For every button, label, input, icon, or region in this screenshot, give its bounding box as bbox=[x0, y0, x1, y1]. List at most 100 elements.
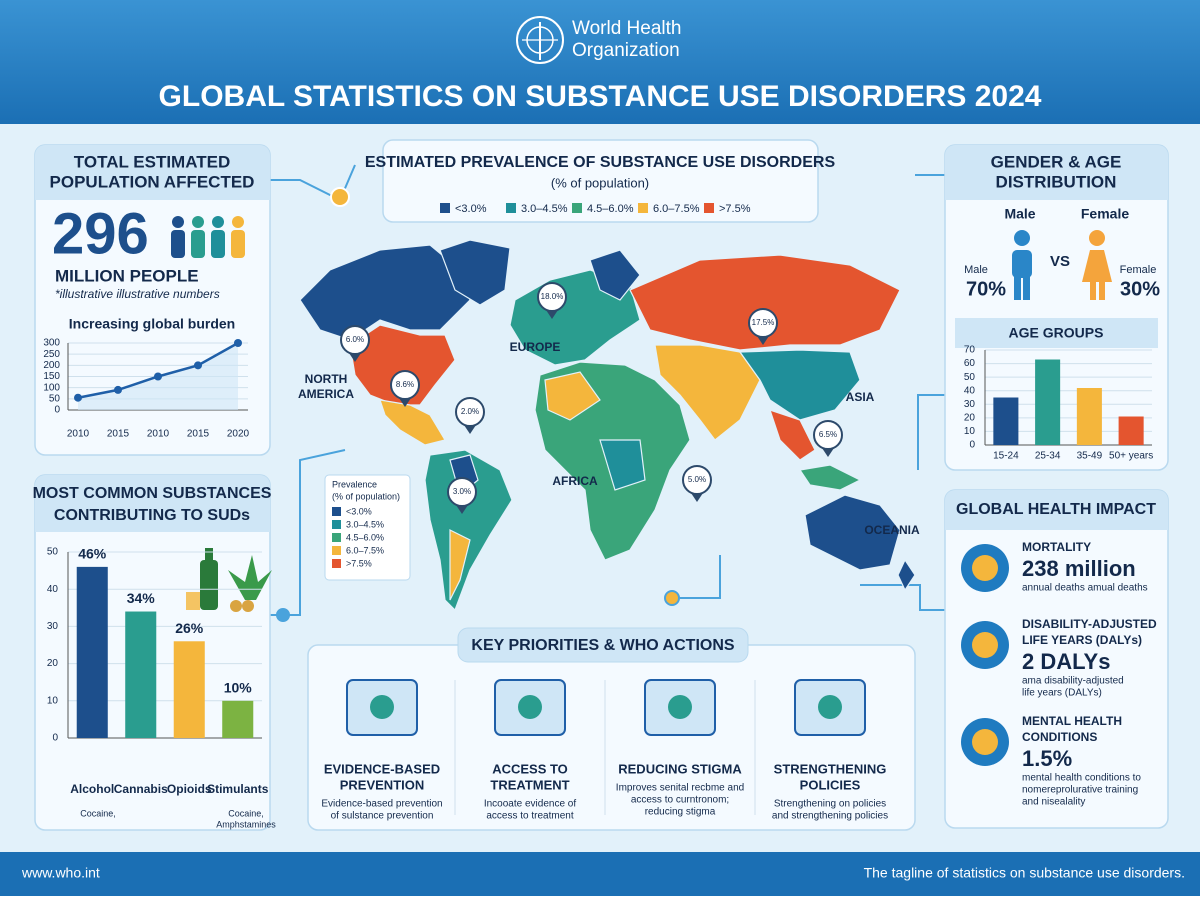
impact-title: MORTALITY bbox=[1022, 540, 1091, 554]
impact-title: DISABILITY-ADJUSTED bbox=[1022, 617, 1157, 631]
note: *illustrative illustrative numbers bbox=[55, 287, 220, 301]
legend-swatch bbox=[332, 546, 341, 555]
map-subtitle: (% of population) bbox=[551, 175, 649, 190]
legend-swatch bbox=[638, 203, 648, 213]
gender-share: 30% bbox=[1120, 278, 1160, 300]
impact-icon-inner bbox=[972, 555, 998, 581]
priority-icon-detail bbox=[370, 695, 394, 719]
legend-swatch bbox=[332, 520, 341, 529]
priority-desc: Strengthening on policies bbox=[774, 799, 886, 810]
connectors bbox=[270, 164, 945, 622]
panel-title: POPULATION AFFECTED bbox=[50, 172, 255, 191]
legend-swatch bbox=[440, 203, 450, 213]
panel-title: DISTRIBUTION bbox=[996, 172, 1117, 191]
impact-value: 1.5% bbox=[1022, 746, 1072, 771]
map-legend-box bbox=[324, 474, 411, 581]
panel-header bbox=[945, 490, 1168, 530]
bar bbox=[173, 641, 205, 738]
priority-title: POLICIES bbox=[800, 777, 861, 792]
region-label: AMERICA bbox=[298, 387, 354, 401]
priority-desc: access to treatment bbox=[486, 811, 573, 822]
legend-label: 6.0–7.5% bbox=[346, 545, 384, 555]
map-title: ESTIMATED PREVALENCE OF SUBSTANCE USE DI… bbox=[365, 154, 836, 171]
y-tick-label: 0 bbox=[52, 733, 58, 744]
panel-header bbox=[35, 145, 270, 200]
priority-desc: Incooate evidence of bbox=[484, 799, 577, 810]
impact-desc: ama disability-adjusted bbox=[1022, 676, 1124, 687]
impact-value: 2 DALYs bbox=[1022, 649, 1110, 674]
legend-swatch bbox=[506, 203, 516, 213]
pin-label: 8.6% bbox=[396, 380, 414, 389]
point bbox=[234, 339, 242, 347]
priority-title: REDUCING STIGMA bbox=[618, 761, 742, 776]
legend-swatch bbox=[332, 533, 341, 542]
impact-desc: mental health conditions to bbox=[1022, 773, 1141, 784]
x-tick-label: 2015 bbox=[187, 429, 210, 440]
bar bbox=[222, 700, 254, 738]
panel-header bbox=[945, 145, 1168, 200]
region-label: OCEANIA bbox=[864, 523, 920, 537]
bar bbox=[1076, 388, 1102, 445]
pin-label: 2.0% bbox=[461, 407, 479, 416]
pin-label: 5.0% bbox=[688, 475, 706, 484]
x-tick-label: 35-49 bbox=[1077, 451, 1103, 462]
x-tick-label: Opioids bbox=[167, 782, 212, 796]
x-tick-label: Alcohol bbox=[70, 782, 114, 796]
legend: <3.0% 3.0–4.5% 4.5–6.0% 6.0–7.5% >7.5% bbox=[440, 203, 751, 215]
priority-desc: Evidence-based prevention bbox=[321, 799, 442, 810]
x-tick-label: 2015 bbox=[107, 429, 130, 440]
bar bbox=[125, 611, 157, 738]
chart-title: Increasing global burden bbox=[69, 316, 235, 332]
legend-swatch bbox=[572, 203, 582, 213]
legend-swatch bbox=[332, 559, 341, 568]
region-label: AFRICA bbox=[552, 474, 598, 488]
legend-label: 3.0–4.5% bbox=[521, 203, 568, 215]
legend-label: <3.0% bbox=[455, 203, 487, 215]
point bbox=[114, 385, 122, 394]
legend-label: >7.5% bbox=[719, 203, 751, 215]
panel-title: TOTAL ESTIMATED bbox=[74, 152, 230, 171]
pin-head bbox=[537, 282, 567, 312]
impact-desc: annual deaths amual deaths bbox=[1022, 583, 1148, 594]
x-tick-label: 15-24 bbox=[993, 451, 1019, 462]
y-tick-label: 70 bbox=[964, 345, 976, 356]
impact-desc: life years (DALYs) bbox=[1022, 688, 1102, 699]
logo-text: Organization bbox=[572, 40, 680, 61]
footer-tagline: The tagline of statistics on substance u… bbox=[864, 865, 1185, 881]
y-tick-label: 50 bbox=[47, 547, 59, 558]
legend-label: 4.5–6.0% bbox=[587, 203, 634, 215]
region-label: ASIA bbox=[846, 390, 875, 404]
unit: MILLION PEOPLE bbox=[55, 266, 199, 285]
y-tick-label: 10 bbox=[964, 426, 976, 437]
y-tick-label: 20 bbox=[964, 412, 976, 423]
priority-desc: Improves senital recbme and bbox=[616, 783, 744, 794]
point bbox=[194, 361, 202, 370]
y-tick-label: 60 bbox=[964, 358, 976, 369]
point bbox=[154, 372, 162, 381]
region-label: EUROPE bbox=[510, 340, 561, 354]
chart-title: AGE GROUPS bbox=[1009, 325, 1104, 341]
legend-title: Prevalence bbox=[332, 479, 377, 489]
pin-label: 3.0% bbox=[453, 487, 471, 496]
y-tick-label: 30 bbox=[47, 621, 59, 632]
y-tick-label: 40 bbox=[964, 385, 976, 396]
impact-value: 238 million bbox=[1022, 556, 1136, 581]
x-tick-label: 50+ years bbox=[1109, 451, 1153, 462]
y-tick-label: 50 bbox=[49, 393, 61, 404]
pin-label: 18.0% bbox=[541, 292, 564, 301]
category-note: Amphstamines bbox=[216, 819, 276, 829]
priority-title: STRENGTHENING bbox=[774, 761, 887, 776]
category-note: Cocaine, bbox=[228, 808, 264, 818]
point bbox=[74, 393, 82, 402]
legend-swatch bbox=[704, 203, 714, 213]
bar bbox=[1035, 359, 1061, 445]
header bbox=[0, 0, 1200, 124]
x-tick-label: 2020 bbox=[227, 429, 250, 440]
category-note: Cocaine, bbox=[80, 808, 116, 818]
priority-desc: reducing stigma bbox=[645, 807, 716, 818]
value-label: 26% bbox=[175, 620, 204, 636]
panel-title: MOST COMMON SUBSTANCES bbox=[33, 485, 272, 502]
y-tick-label: 200 bbox=[43, 360, 60, 371]
gender-label: Male bbox=[1004, 206, 1035, 222]
